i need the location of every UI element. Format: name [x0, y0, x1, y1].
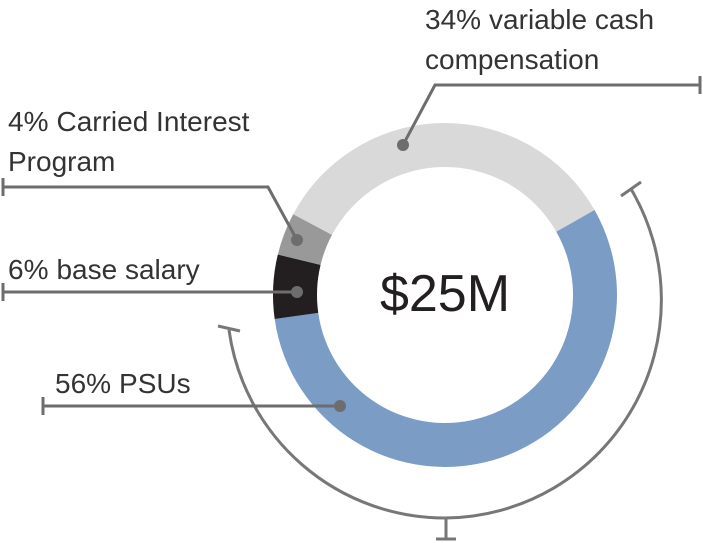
bracket-cap	[217, 324, 241, 333]
value-label: 4%	[8, 106, 49, 137]
leader-dot	[291, 286, 303, 298]
leader-line	[401, 83, 700, 146]
slice-label: 4% Carried Interest Program	[8, 102, 298, 182]
psu-bracket	[217, 180, 663, 541]
value-label: 6%	[8, 254, 49, 285]
category-label: variable cash compensation	[425, 4, 655, 75]
leader-dot	[397, 139, 409, 151]
slice-label: 6% base salary	[8, 250, 308, 290]
donut-slice	[293, 123, 595, 235]
leaders	[1, 76, 702, 415]
value-label: 34%	[425, 4, 482, 35]
slice-label: 56% PSUs	[55, 364, 355, 404]
center-label: $25M	[379, 265, 511, 323]
value-label: 56%	[55, 368, 112, 399]
donut-slice	[274, 210, 617, 467]
donut	[272, 123, 617, 467]
leader-line	[3, 185, 299, 241]
bracket-arc	[444, 188, 663, 520]
bracket-cap	[620, 180, 642, 198]
slice-label: 34% variable cash compensation	[425, 0, 700, 80]
category-label: base salary	[56, 254, 200, 285]
bracket-arc	[227, 329, 446, 520]
leader-dot	[291, 234, 303, 246]
category-label: Carried Interest Program	[8, 106, 250, 177]
leader-dot	[334, 400, 346, 412]
category-label: PSUs	[119, 368, 191, 399]
leader-dots	[291, 139, 409, 412]
